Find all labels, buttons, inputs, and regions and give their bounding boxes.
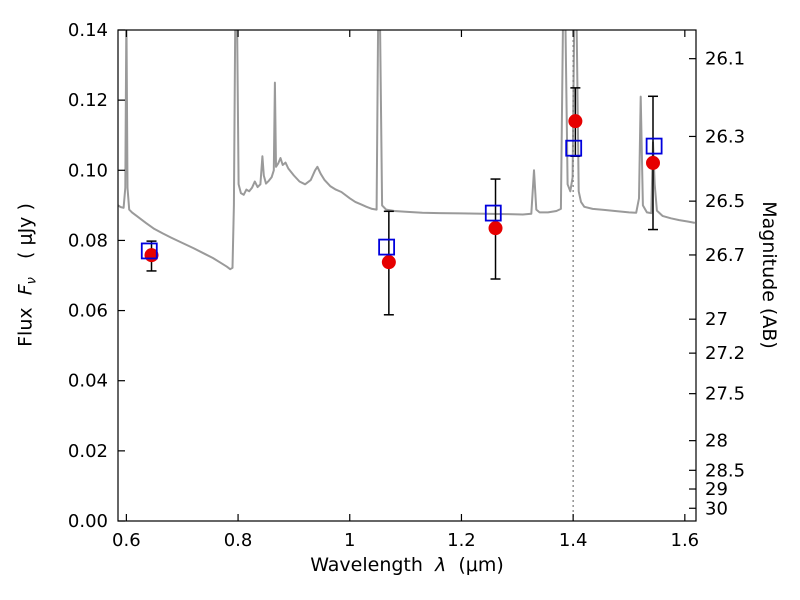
y-tick-label-left: 0.00 [68,511,108,532]
observed-point [488,221,503,236]
x-axis-unit: (μm) [458,554,504,576]
observed-photometry-group [144,87,660,316]
x-tick-label: 0.6 [112,530,141,551]
flux-subscript-nu: ν [24,277,40,285]
model-photometry-group [140,137,663,260]
y-tick-label-left: 0.08 [68,230,108,251]
y-tick-label-left: 0.10 [68,160,108,181]
y-tick-label-right: 26.7 [705,245,745,266]
y-axis-label-text: Flux [14,307,37,347]
y-tick-label-right: 26.1 [705,49,745,70]
y-tick-label-right: 26.5 [705,191,745,212]
y-tick-label-left: 0.04 [68,371,108,392]
x-tick-label: 1 [344,530,355,551]
y-tick-label-right: 26.3 [705,126,745,147]
x-axis-label: Wavelength λ (μm) [310,554,504,576]
plot-area-content [118,30,696,521]
observed-point [568,114,583,129]
y-axis-unit: ( μJy ) [14,203,37,259]
x-axis-label-text: Wavelength [310,554,423,576]
flux-symbol: F [14,284,37,296]
y-tick-label-left: 0.06 [68,301,108,322]
model-spectrum-line [118,30,696,271]
observed-point [645,155,660,170]
x-axis-lambda-symbol: λ [435,554,447,576]
model-point [484,204,502,222]
y-tick-label-right: 27.5 [705,384,745,405]
y-tick-label-right: 27 [705,309,728,330]
y-axis-label-right: Magnitude (AB) [758,201,780,349]
y-tick-label-right: 27.2 [705,343,745,364]
axes-frame [117,29,697,522]
y-tick-label-right: 29 [705,479,728,500]
observed-point [381,255,396,270]
x-tick-label: 0.8 [224,530,253,551]
x-tick-label: 1.6 [671,530,700,551]
y-tick-label-left: 0.14 [68,20,108,41]
y-tick-label-right: 28.5 [705,460,745,481]
model-point [140,242,158,260]
x-tick-label: 1.4 [559,530,588,551]
y-axis-label-left: Flux Fν ( μJy ) [15,203,40,347]
model-point [565,139,583,157]
model-point [378,238,396,256]
x-tick-label: 1.2 [447,530,476,551]
y-tick-label-left: 0.02 [68,441,108,462]
y-tick-label-right: 30 [705,498,728,519]
y-tick-label-right: 28 [705,431,728,452]
model-point [645,137,663,155]
y-tick-label-left: 0.12 [68,90,108,111]
